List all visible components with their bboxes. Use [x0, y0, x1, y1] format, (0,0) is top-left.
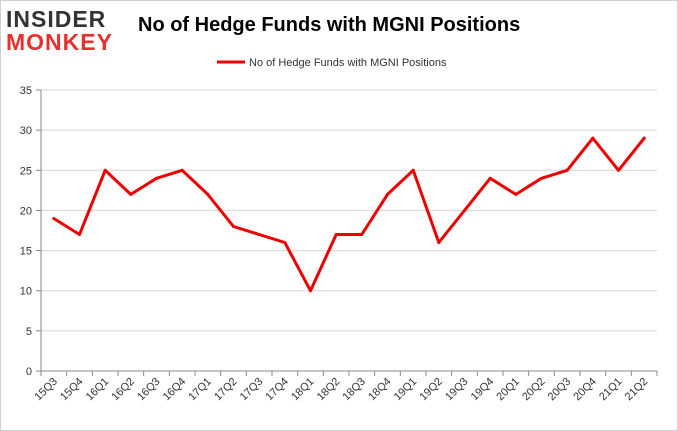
data-point-20Q1 — [514, 192, 518, 196]
data-point-16Q2 — [129, 192, 133, 196]
y-tick-label-10: 10 — [20, 286, 32, 298]
y-tick-label-20: 20 — [20, 205, 32, 217]
y-tick-label-35: 35 — [20, 85, 32, 97]
chart-title: No of Hedge Funds with MGNI Positions — [138, 14, 521, 36]
data-point-15Q3 — [52, 216, 56, 220]
y-tick-labels: 0 5 10 15 20 25 30 35 — [20, 85, 32, 378]
data-point-18Q4 — [386, 192, 389, 196]
data-point-15Q4 — [78, 233, 81, 237]
legend-label: No of Hedge Funds with MGNI Positions — [249, 57, 447, 69]
data-point-20Q2 — [540, 176, 543, 180]
x-tick-label-17Q4: 17Q4 — [263, 376, 291, 404]
data-point-21Q1 — [617, 168, 620, 172]
grid-lines — [41, 89, 657, 332]
y-tick-label-0: 0 — [26, 366, 32, 378]
data-point-17Q3 — [257, 233, 261, 237]
x-tick-label-18Q3: 18Q3 — [340, 376, 368, 404]
y-tick-label-25: 25 — [20, 165, 32, 177]
data-point-19Q3 — [463, 208, 466, 212]
x-tick-label-16Q2: 16Q2 — [109, 376, 137, 404]
data-point-17Q1 — [206, 192, 210, 196]
data-point-19Q1 — [411, 168, 415, 172]
data-point-18Q3 — [360, 233, 364, 237]
y-tick-label-15: 15 — [20, 246, 32, 258]
data-point-20Q3 — [565, 168, 569, 172]
data-point-17Q4 — [283, 241, 287, 245]
x-tick-label-20Q1: 20Q1 — [494, 376, 522, 404]
x-tick-label-19Q1: 19Q1 — [392, 376, 420, 404]
y-tick-label-30: 30 — [20, 125, 32, 137]
data-point-16Q4 — [180, 168, 184, 172]
x-tick-label-21Q2: 21Q2 — [623, 376, 651, 404]
x-tick-label-16Q1: 16Q1 — [84, 376, 112, 404]
logo-line-monkey: MONKEY — [6, 29, 113, 55]
data-point-17Q2 — [232, 224, 235, 228]
x-tick-label-21Q1: 21Q1 — [597, 376, 625, 404]
logo-line-insider: INSIDER — [6, 6, 107, 32]
x-tick-label-18Q4: 18Q4 — [366, 376, 394, 404]
x-tick-label-19Q4: 19Q4 — [469, 376, 497, 404]
x-tick-label-17Q2: 17Q2 — [212, 376, 240, 404]
data-point-19Q2 — [437, 241, 441, 245]
x-tick-label-19Q3: 19Q3 — [443, 376, 471, 404]
data-point-18Q2 — [334, 233, 338, 237]
x-tick-labels: 15Q315Q416Q116Q216Q316Q417Q117Q217Q317Q4… — [32, 376, 650, 404]
series-line-0 — [52, 136, 646, 293]
x-tick-label-18Q1: 18Q1 — [289, 376, 317, 404]
x-tick-label-16Q3: 16Q3 — [135, 376, 163, 404]
data-point-20Q4 — [591, 136, 595, 140]
x-tick-label-17Q3: 17Q3 — [238, 376, 266, 404]
insider-monkey-logo: INSIDER MONKEY — [6, 8, 126, 54]
x-tick-label-16Q4: 16Q4 — [161, 376, 189, 404]
data-point-16Q3 — [155, 176, 158, 180]
series-layer — [52, 136, 646, 293]
data-point-18Q1 — [309, 289, 312, 293]
axes — [36, 89, 658, 376]
legend: No of Hedge Funds with MGNI Positions — [217, 57, 447, 69]
data-point-21Q2 — [642, 136, 646, 140]
x-tick-label-18Q2: 18Q2 — [315, 376, 343, 404]
x-tick-label-15Q4: 15Q4 — [58, 376, 86, 404]
x-tick-label-20Q2: 20Q2 — [520, 376, 548, 404]
x-tick-label-20Q3: 20Q3 — [546, 376, 574, 404]
x-tick-label-19Q2: 19Q2 — [417, 376, 445, 404]
data-point-16Q1 — [103, 168, 107, 172]
x-tick-label-15Q3: 15Q3 — [32, 376, 60, 404]
data-point-19Q4 — [488, 176, 492, 180]
y-tick-label-5: 5 — [26, 326, 32, 338]
x-tick-label-20Q4: 20Q4 — [571, 376, 599, 404]
x-tick-label-17Q1: 17Q1 — [186, 376, 214, 404]
